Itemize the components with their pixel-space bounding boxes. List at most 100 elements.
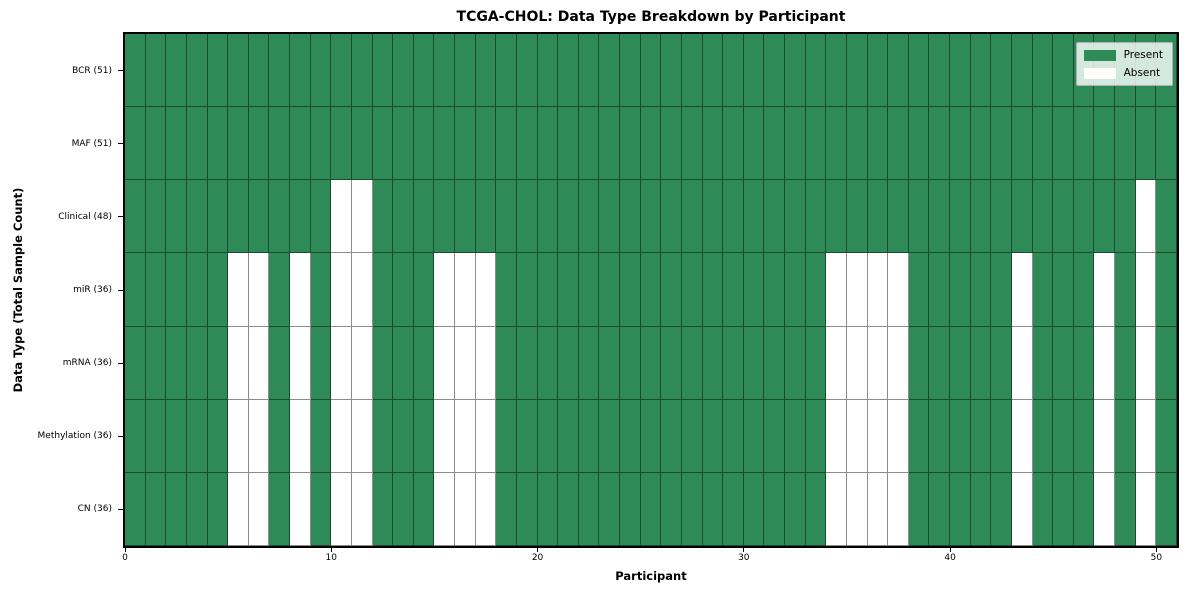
grid-cell (846, 34, 868, 108)
grid-cell (558, 326, 579, 400)
grid-cell (1135, 107, 1157, 181)
grid-cell (826, 107, 847, 181)
grid-cell (475, 472, 497, 546)
legend-label: Absent (1123, 67, 1161, 79)
grid-cell (867, 107, 889, 181)
legend-label: Present (1123, 49, 1163, 61)
grid-cell (991, 34, 1012, 108)
x-tick-label: 20 (531, 553, 544, 563)
grid-cell (434, 253, 456, 327)
grid-cell (125, 180, 146, 254)
grid-cell (867, 399, 889, 473)
y-tick-label: Methylation (36) (37, 431, 112, 442)
grid-cell (805, 399, 827, 473)
grid-cell (228, 34, 249, 108)
grid-cell (620, 399, 641, 473)
grid-cell (455, 326, 476, 400)
grid-cell (970, 34, 992, 108)
grid-cell (826, 472, 847, 546)
grid-cell (620, 253, 641, 327)
grid-cell (805, 253, 827, 327)
chart-title: TCGA-CHOL: Data Type Breakdown by Partic… (456, 9, 846, 25)
grid-cell (702, 326, 724, 400)
grid-cell (475, 326, 497, 400)
grid-cell (537, 326, 559, 400)
grid-cell (743, 472, 765, 546)
grid-cell (1011, 326, 1033, 400)
grid-cell (950, 399, 971, 473)
x-tick-mark (330, 548, 332, 552)
grid-cell (743, 253, 765, 327)
grid-cell (908, 472, 930, 546)
grid-cell (145, 180, 167, 254)
grid-cell (413, 399, 435, 473)
grid-cell (537, 472, 559, 546)
x-tick-mark (743, 548, 745, 552)
grid-cell (1094, 180, 1116, 254)
grid-cell (599, 34, 621, 108)
grid-cell (207, 472, 229, 546)
grid-cell (681, 180, 703, 254)
grid-cell (1053, 180, 1074, 254)
grid-cell (929, 399, 951, 473)
grid-cell (867, 34, 889, 108)
grid-cell (1032, 253, 1054, 327)
grid-cell (578, 253, 600, 327)
grid-cell (228, 107, 249, 181)
legend-item-present: Present (1083, 49, 1163, 61)
grid-cell (310, 34, 332, 108)
grid-cell (1135, 472, 1157, 546)
grid-cell (351, 253, 373, 327)
grid-cell (764, 34, 786, 108)
grid-cell (991, 472, 1012, 546)
grid-cell (764, 472, 786, 546)
grid-cell (970, 253, 992, 327)
grid-cell (805, 326, 827, 400)
legend-swatch-absent (1083, 67, 1116, 79)
grid-cell (1073, 107, 1095, 181)
grid-cell (228, 180, 249, 254)
grid-cell (826, 399, 847, 473)
grid-cell (991, 326, 1012, 400)
grid-cell (723, 107, 744, 181)
x-tick-mark (949, 548, 951, 552)
grid-cell (640, 107, 662, 181)
grid-cell (1011, 253, 1033, 327)
grid-cell (1156, 399, 1177, 473)
grid-cell (888, 180, 909, 254)
grid-cell (1115, 399, 1136, 473)
grid-cell (145, 326, 167, 400)
grid-cell (846, 107, 868, 181)
grid-cell (970, 326, 992, 400)
grid-cell (331, 253, 352, 327)
grid-cell (867, 472, 889, 546)
plot-area: Present Absent (123, 32, 1179, 548)
grid-cell (1011, 180, 1033, 254)
grid-cell (1032, 107, 1054, 181)
grid-cell (661, 399, 682, 473)
x-tick-mark (537, 548, 539, 552)
grid-cell (908, 34, 930, 108)
grid-cell (1115, 107, 1136, 181)
grid-cell (166, 107, 187, 181)
grid-cell (351, 180, 373, 254)
grid-cell (620, 472, 641, 546)
grid-cell (661, 107, 682, 181)
grid-cell (661, 34, 682, 108)
grid-cell (186, 326, 208, 400)
grid-cell (228, 253, 249, 327)
grid-cell (413, 34, 435, 108)
grid-cell (393, 253, 414, 327)
grid-cell (207, 253, 229, 327)
grid-cell (1115, 180, 1136, 254)
grid-cell (372, 253, 394, 327)
grid-cell (166, 326, 187, 400)
grid-cell (805, 34, 827, 108)
grid-cell (207, 107, 229, 181)
grid-cell (269, 107, 291, 181)
grid-cell (929, 34, 951, 108)
grid-cell (681, 34, 703, 108)
grid-cell (743, 180, 765, 254)
grid-cell (516, 34, 538, 108)
grid-cell (640, 34, 662, 108)
